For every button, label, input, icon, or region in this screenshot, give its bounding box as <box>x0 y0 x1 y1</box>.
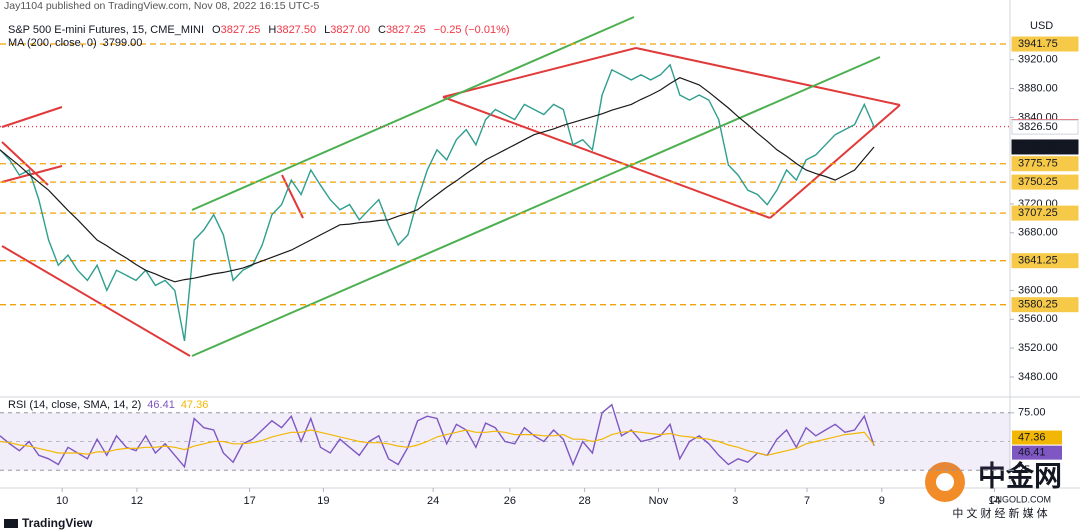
trendline <box>1 245 191 357</box>
price-level-tag <box>1011 297 1079 313</box>
price-level-tag <box>1011 253 1079 269</box>
last-value-label: 46.41 <box>1018 447 1046 459</box>
series-line <box>0 429 875 456</box>
trendline <box>191 16 635 211</box>
trendlines <box>1 16 901 357</box>
ohlc-key: H <box>268 24 276 36</box>
trendline <box>442 47 637 98</box>
x-tick-label: 14 <box>988 495 1000 507</box>
price-level-tag <box>1011 139 1079 155</box>
trendline <box>1 106 63 128</box>
watermark-name: 中金网 <box>978 459 1062 491</box>
price-level-tag <box>1011 36 1079 52</box>
footer-logo: TradingView <box>4 516 93 530</box>
change: −0.25 (−0.01%) <box>434 24 510 36</box>
x-tick-label: 7 <box>804 495 810 507</box>
price-level-label: 3580.25 <box>1018 299 1058 311</box>
published-note: Jay1104 published on TradingView.com, No… <box>4 0 320 12</box>
price-level-tag <box>1011 156 1079 172</box>
price-level-label: 3641.25 <box>1018 255 1058 267</box>
legend-title: RSI (14, close, SMA, 14, 2) <box>8 399 141 411</box>
ohlc-key: L <box>324 24 330 36</box>
price-level-tag <box>1011 119 1079 135</box>
legend: S&P 500 E-mini Futures, 15, CME_MINI O382… <box>8 24 510 36</box>
watermark: 中金网 CNGOLD.COM 中 文 财 经 新 媒 体 <box>925 459 1062 520</box>
y-tick-label: 25 <box>1018 464 1030 476</box>
watermark-logo <box>936 473 954 491</box>
legend: MA (200, close, 0) 3799.00 <box>8 37 142 49</box>
legend: RSI (14, close, SMA, 14, 2) 46.41 47.36 <box>8 399 208 411</box>
price-level-label: 3941.75 <box>1018 38 1058 50</box>
ohlc-value: 3827.25 <box>221 24 261 36</box>
logo-mark <box>4 519 18 528</box>
y-tick-label: 3880.00 <box>1018 82 1058 94</box>
y-tick-label: 3480.00 <box>1018 371 1058 383</box>
ohlc-value: 3827.50 <box>276 24 316 36</box>
trendline <box>769 104 901 219</box>
trendline <box>442 96 771 219</box>
last-value-label: 47.36 <box>1018 431 1046 443</box>
last-value-tag <box>1012 445 1062 460</box>
y-tick-label: 75.00 <box>1018 407 1046 419</box>
ohlc-key: O <box>212 24 221 36</box>
legend-series: MA (200, close, 0) <box>8 37 97 49</box>
y-tick-label: 3520.00 <box>1018 342 1058 354</box>
footer-brand: TradingView <box>22 516 93 530</box>
price-level-label: 3799.00 <box>1018 141 1058 153</box>
legend-series: S&P 500 E-mini Futures, 15, CME_MINI <box>8 24 204 36</box>
x-tick-label: 24 <box>427 495 439 507</box>
watermark-slogan: 中 文 财 经 新 媒 体 <box>952 506 1047 520</box>
price-level-label: 3826.50 <box>1018 121 1058 133</box>
currency: USD <box>1030 20 1053 32</box>
x-tick-label: 9 <box>879 495 885 507</box>
ohlc-value: 3827.00 <box>330 24 370 36</box>
trendline <box>1 165 63 183</box>
x-tick-label: 12 <box>131 495 143 507</box>
ohlc-key: C <box>378 24 386 36</box>
y-tick-label: 3680.00 <box>1018 227 1058 239</box>
x-tick-label: 19 <box>317 495 329 507</box>
y-tick-label: 3560.00 <box>1018 313 1058 325</box>
y-tick-label: 3600.00 <box>1018 284 1058 296</box>
trendline <box>191 56 881 357</box>
price-level-tag <box>1011 205 1079 221</box>
price-level-tag <box>1011 174 1079 190</box>
last-value-tag <box>1012 430 1062 445</box>
price-level-label: 3750.25 <box>1018 176 1058 188</box>
legend-value: 3799.00 <box>103 37 143 49</box>
x-tick-label: 17 <box>243 495 255 507</box>
series-line <box>0 403 875 469</box>
x-tick-label: 28 <box>579 495 591 507</box>
series-line <box>0 77 875 283</box>
legend-value: 46.41 <box>147 399 175 411</box>
watermark-site: CNGOLD.COM <box>989 494 1051 504</box>
x-tick-label: Nov <box>649 495 669 507</box>
x-tick-label: 26 <box>504 495 516 507</box>
ohlc-value: 3827.25 <box>386 24 426 36</box>
x-tick-label: 3 <box>732 495 738 507</box>
x-tick-label: 10 <box>56 495 68 507</box>
trendline <box>635 47 901 106</box>
y-tick-label: 3920.00 <box>1018 54 1058 66</box>
legend-value: 47.36 <box>181 399 209 411</box>
price-level-label: 3775.75 <box>1018 158 1058 170</box>
price-level-label: 3707.25 <box>1018 207 1058 219</box>
